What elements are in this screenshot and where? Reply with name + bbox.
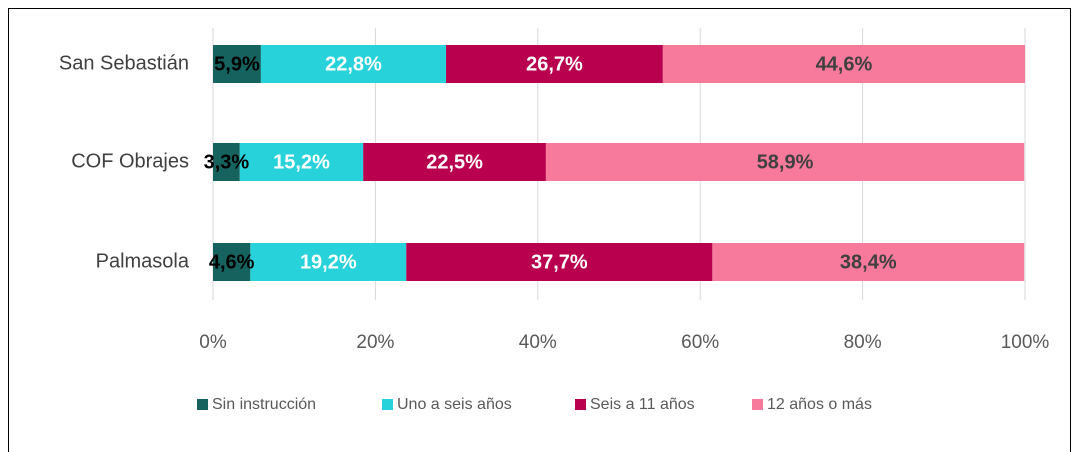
data-label: 19,2% (300, 251, 357, 273)
data-label: 22,8% (325, 53, 382, 75)
data-label: 4,6% (209, 251, 255, 273)
bar-segment (239, 143, 364, 181)
x-tick-label: 80% (844, 332, 882, 353)
y-tick-label: COF Obrajes (71, 150, 189, 172)
y-tick-label: San Sebastián (59, 52, 189, 74)
data-label: 58,9% (757, 151, 814, 173)
bar-segment (545, 143, 1025, 181)
bar-segment (406, 243, 713, 281)
legend-label: Seis a 11 años (590, 396, 695, 413)
y-tick-label: Palmasola (96, 250, 190, 272)
bar-segment (446, 45, 663, 83)
legend-label: Uno a seis años (397, 396, 512, 413)
bar-segment (250, 243, 407, 281)
bar-segment (363, 143, 546, 181)
x-tick-label: 100% (1001, 332, 1050, 353)
bar-segment (712, 243, 1025, 281)
data-label: 44,6% (816, 53, 873, 75)
data-label: 5,9% (214, 53, 260, 75)
bar-segment (662, 45, 1025, 83)
bar-segment (213, 243, 251, 281)
data-label: 15,2% (273, 151, 330, 173)
legend-label: Sin instrucción (212, 396, 316, 413)
legend-label: 12 años o más (767, 396, 872, 413)
legend-swatch (752, 399, 763, 410)
x-tick-label: 40% (519, 332, 557, 353)
data-label: 38,4% (840, 251, 897, 273)
x-tick-label: 20% (356, 332, 394, 353)
data-label: 37,7% (531, 251, 588, 273)
data-label: 26,7% (526, 53, 583, 75)
data-label: 3,3% (204, 151, 250, 173)
legend-swatch (575, 399, 586, 410)
data-label: 22,5% (426, 151, 483, 173)
legend-swatch (382, 399, 393, 410)
x-tick-label: 60% (681, 332, 719, 353)
bar-segment (213, 45, 261, 83)
x-tick-label: 0% (199, 332, 227, 353)
bar-segment (260, 45, 447, 83)
legend-swatch (197, 399, 208, 410)
bar-segment (213, 143, 240, 181)
frame (8, 8, 1071, 452)
